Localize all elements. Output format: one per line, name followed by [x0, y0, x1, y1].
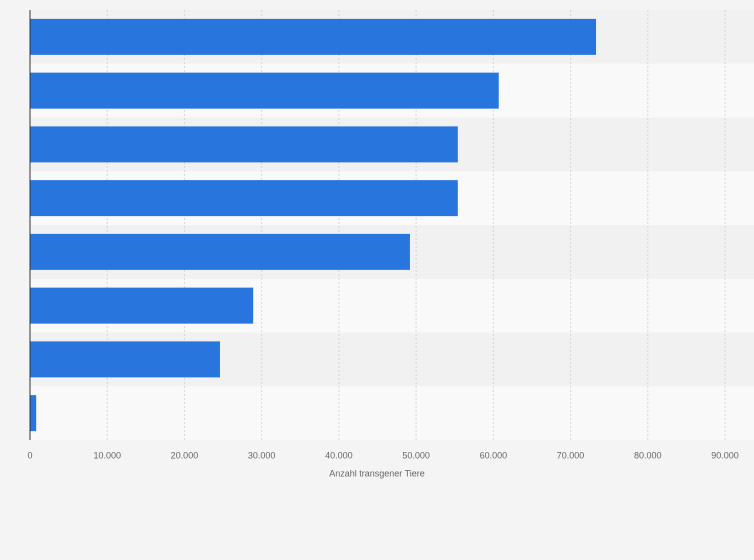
- x-tick-label: 90.000: [711, 450, 739, 460]
- bar: [30, 395, 37, 432]
- x-axis-label: Anzahl transgener Tiere: [329, 468, 425, 478]
- row-band: [30, 386, 754, 440]
- x-tick-label: 80.000: [634, 450, 662, 460]
- x-tick-label: 60.000: [480, 450, 508, 460]
- bar: [30, 287, 254, 324]
- bar: [30, 233, 410, 270]
- x-tick-label: 20.000: [171, 450, 199, 460]
- bar: [30, 126, 458, 163]
- bar: [30, 72, 499, 109]
- x-tick-label: 70.000: [557, 450, 585, 460]
- x-tick-label: 10.000: [93, 450, 121, 460]
- x-tick-label: 50.000: [402, 450, 430, 460]
- x-tick-label: 0: [27, 450, 32, 460]
- x-tick-label: 30.000: [248, 450, 276, 460]
- bar: [30, 18, 597, 55]
- bar: [30, 341, 220, 378]
- bar: [30, 180, 458, 217]
- x-tick-label: 40.000: [325, 450, 353, 460]
